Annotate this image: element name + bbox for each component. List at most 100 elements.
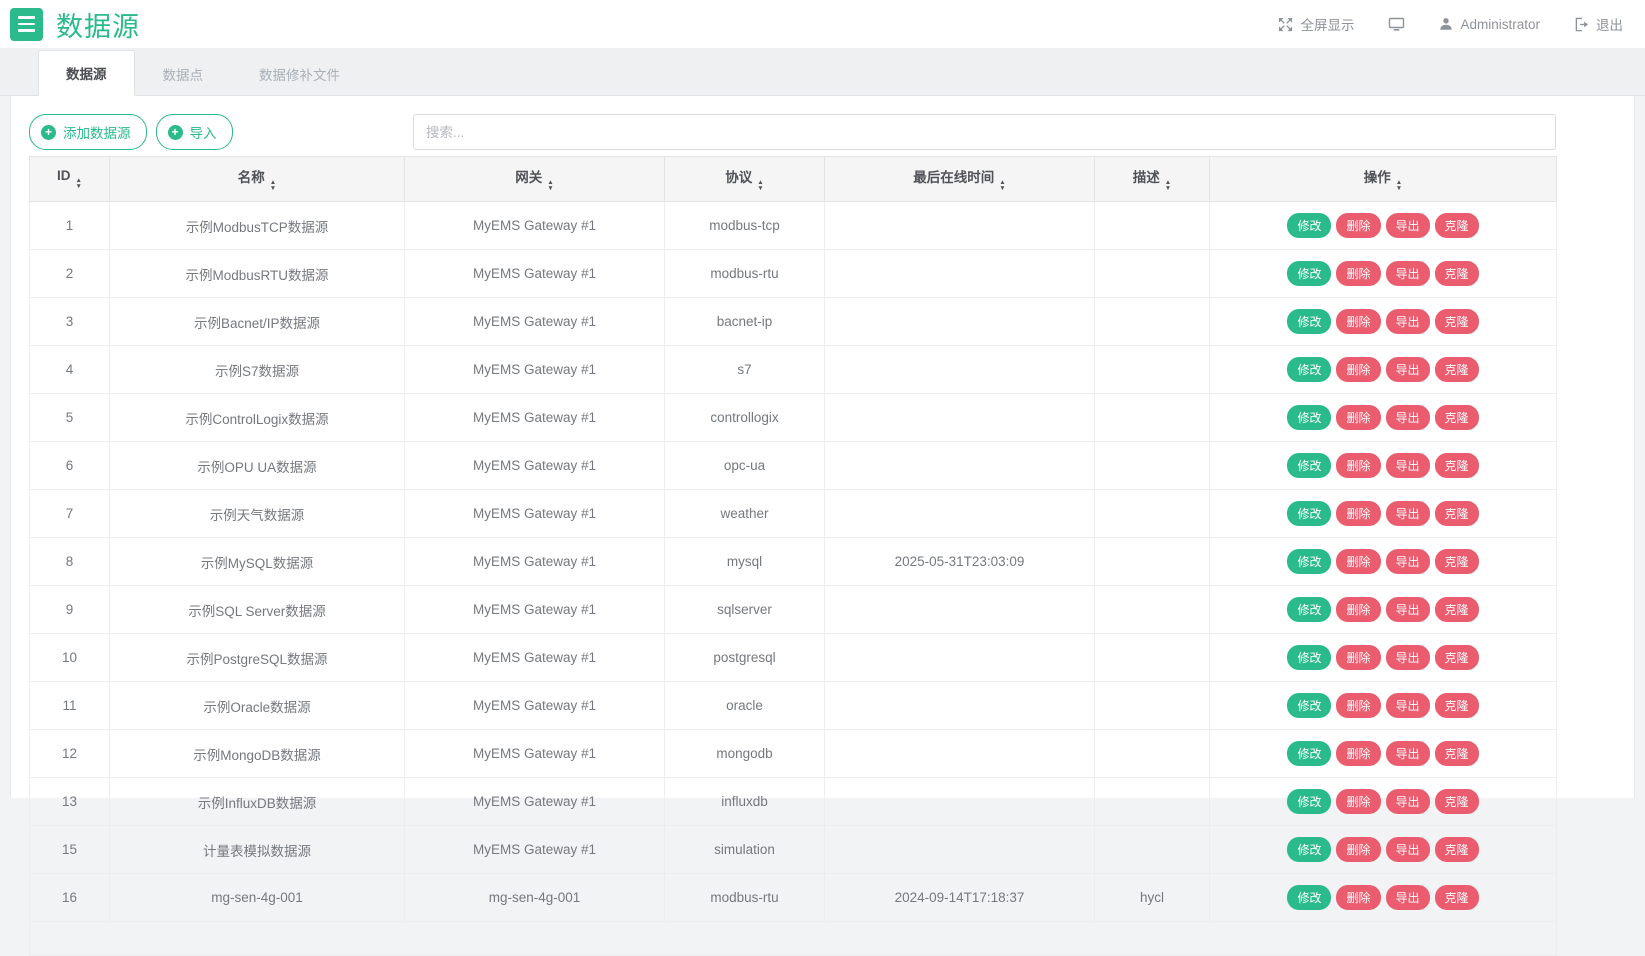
menu-toggle-button[interactable] (10, 7, 43, 41)
edit-button[interactable]: 修改 (1287, 501, 1332, 526)
clone-button[interactable]: 克隆 (1434, 309, 1479, 334)
tab-2[interactable]: 数据修补文件 (259, 68, 340, 83)
table-row: 3 示例Bacnet/IP数据源 MyEMS Gateway #1 bacnet-ip… (29, 297, 1557, 346)
edit-button[interactable]: 修改 (1287, 741, 1332, 766)
delete-button[interactable]: 删除 (1336, 549, 1381, 574)
clone-button[interactable]: 克隆 (1434, 885, 1479, 910)
delete-button[interactable]: 删除 (1336, 789, 1381, 814)
display-button[interactable] (1388, 16, 1405, 32)
delete-button[interactable]: 删除 (1336, 597, 1381, 622)
delete-button[interactable]: 删除 (1336, 741, 1381, 766)
column-header[interactable]: 最后在线时间 ▲ ▼ (824, 156, 1095, 202)
edit-button[interactable]: 修改 (1287, 597, 1332, 622)
edit-button[interactable]: 修改 (1287, 789, 1332, 814)
delete-button[interactable]: 删除 (1336, 885, 1381, 910)
search-input[interactable] (413, 114, 1556, 150)
export-button[interactable]: 导出 (1385, 885, 1430, 910)
clone-button[interactable]: 克隆 (1434, 405, 1479, 430)
export-button[interactable]: 导出 (1385, 837, 1430, 862)
delete-button[interactable]: 删除 (1336, 693, 1381, 718)
export-button[interactable]: 导出 (1385, 597, 1430, 622)
clone-button[interactable]: 克隆 (1434, 501, 1479, 526)
fullscreen-button[interactable]: 全屏显示 (1278, 14, 1354, 34)
delete-button[interactable]: 删除 (1336, 501, 1381, 526)
import-button[interactable]: + 导入 (155, 114, 233, 150)
delete-button[interactable]: 删除 (1336, 645, 1381, 670)
export-button[interactable]: 导出 (1385, 405, 1430, 430)
cell-gateway: MyEMS Gateway #1 (404, 441, 665, 490)
clone-button[interactable]: 克隆 (1434, 789, 1479, 814)
delete-button[interactable]: 删除 (1336, 213, 1381, 238)
export-button[interactable]: 导出 (1385, 357, 1430, 382)
edit-button[interactable]: 修改 (1287, 309, 1332, 334)
export-button[interactable]: 导出 (1385, 261, 1430, 286)
edit-button[interactable]: 修改 (1287, 261, 1332, 286)
clone-button[interactable]: 克隆 (1434, 453, 1479, 478)
edit-button[interactable]: 修改 (1287, 453, 1332, 478)
edit-button[interactable]: 修改 (1287, 549, 1332, 574)
clone-button[interactable]: 克隆 (1434, 597, 1479, 622)
clone-button[interactable]: 克隆 (1434, 357, 1479, 382)
clone-button[interactable]: 克隆 (1434, 549, 1479, 574)
cell-actions: 修改 删除 导出 克隆 (1209, 201, 1557, 250)
edit-button[interactable]: 修改 (1287, 693, 1332, 718)
clone-button[interactable]: 克隆 (1434, 693, 1479, 718)
tab-1[interactable]: 数据点 (162, 68, 204, 83)
clone-button[interactable]: 克隆 (1434, 837, 1479, 862)
page-title: 数据源 (56, 11, 140, 42)
add-datasource-label: 添加数据源 (63, 126, 131, 141)
edit-button[interactable]: 修改 (1287, 645, 1332, 670)
cell-id: 15 (29, 825, 110, 874)
column-header[interactable]: 描述 ▲ ▼ (1094, 156, 1210, 202)
edit-button[interactable]: 修改 (1287, 405, 1332, 430)
export-button[interactable]: 导出 (1385, 693, 1430, 718)
cell-last-seen (824, 201, 1095, 250)
column-label: 描述 (1132, 170, 1160, 185)
edit-button[interactable]: 修改 (1287, 213, 1332, 238)
edit-button[interactable]: 修改 (1287, 357, 1332, 382)
tab-0[interactable]: 数据源 (38, 50, 135, 96)
user-menu[interactable]: Administrator (1439, 17, 1540, 32)
cell-actions: 修改 删除 导出 克隆 (1209, 585, 1557, 634)
delete-button[interactable]: 删除 (1336, 837, 1381, 862)
delete-button[interactable]: 删除 (1336, 357, 1381, 382)
edit-button[interactable]: 修改 (1287, 885, 1332, 910)
content-panel: + 添加数据源 + 导入 ID ▲▼ 名称 ▲▼ 网关 ▲▼ 协议 ▲▼ 最后在线时间 ▲▼ 描述 ▲… (10, 96, 1635, 956)
column-header[interactable]: 网关 ▲ ▼ (404, 156, 665, 202)
delete-button[interactable]: 删除 (1336, 309, 1381, 334)
table-row: 5 示例ControlLogix数据源 MyEMS Gateway #1 contro… (29, 393, 1557, 442)
clone-button[interactable]: 克隆 (1434, 213, 1479, 238)
clone-button[interactable]: 克隆 (1434, 741, 1479, 766)
column-header[interactable]: 操作 ▲ ▼ (1209, 156, 1557, 202)
delete-button[interactable]: 删除 (1336, 261, 1381, 286)
delete-button[interactable]: 删除 (1336, 405, 1381, 430)
logout-icon (1575, 17, 1589, 31)
edit-button[interactable]: 修改 (1287, 837, 1332, 862)
cell-protocol: modbus-rtu (664, 249, 825, 298)
logout-button[interactable]: 退出 (1574, 14, 1623, 34)
table-row: 11 示例Oracle数据源 MyEMS Gateway #1 oracle 修改 删除导… (29, 681, 1557, 730)
export-button[interactable]: 导出 (1385, 213, 1430, 238)
export-button[interactable]: 导出 (1385, 645, 1430, 670)
column-header[interactable]: 名称 ▲ ▼ (109, 156, 405, 202)
cell-id: 10 (29, 633, 110, 682)
cell-gateway: MyEMS Gateway #1 (404, 585, 665, 634)
clone-button[interactable]: 克隆 (1434, 261, 1479, 286)
cell-last-seen: 2025-05-31T23:03:09 (824, 537, 1095, 586)
export-button[interactable]: 导出 (1385, 309, 1430, 334)
column-header[interactable]: 协议 ▲ ▼ (664, 156, 825, 202)
export-button[interactable]: 导出 (1385, 453, 1430, 478)
table-row: 7 示例天气数据源 MyEMS Gateway #1 weather 修改 删除 导出 克隆 (29, 489, 1557, 538)
cell-name: mg-sen-4g-001 (109, 873, 405, 922)
cell-name: 示例SQL Server数据源 (109, 585, 405, 634)
delete-button[interactable]: 删除 (1336, 453, 1381, 478)
cell-name: 示例ModbusTCP数据源 (109, 201, 405, 250)
column-header[interactable]: ID ▲ ▼ (29, 156, 110, 202)
export-button[interactable]: 导出 (1385, 789, 1430, 814)
export-button[interactable]: 导出 (1385, 501, 1430, 526)
export-button[interactable]: 导出 (1385, 741, 1430, 766)
export-button[interactable]: 导出 (1385, 549, 1430, 574)
table-row: 8 示例MySQL数据源 MyEMS Gateway #1 mysql 2025-05-… (29, 537, 1557, 586)
clone-button[interactable]: 克隆 (1434, 645, 1479, 670)
add-datasource-button[interactable]: + 添加数据源 (29, 114, 147, 150)
